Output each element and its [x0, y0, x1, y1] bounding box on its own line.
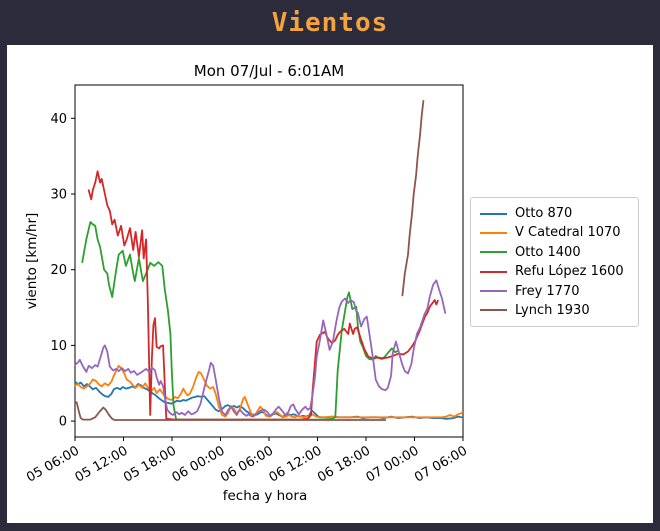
x-tick-label: 05 06:00	[24, 443, 82, 485]
legend-label: Otto 1400	[515, 244, 581, 260]
legend-item: V Catedral 1070	[480, 225, 628, 240]
y-tick-label: 20	[50, 263, 67, 278]
series-line-refu-l-pez-1600	[87, 170, 439, 421]
legend-line-swatch	[480, 309, 507, 312]
legend-line-swatch	[480, 251, 507, 254]
x-axis-label: fecha y hora	[222, 488, 308, 504]
x-tick-label: 05 12:00	[73, 443, 131, 485]
legend: Otto 870 V Catedral 1070 Otto 1400 Refu Lóp…	[470, 197, 639, 327]
x-tick-label: 06 06:00	[218, 443, 276, 485]
chart-panel: 0 10 20 30 40 05 06:00 05 12:00 05 18:00 06 00:0…	[7, 45, 653, 523]
x-tick-label: 05 18:00	[121, 443, 179, 485]
legend-item: Refu López 1600	[480, 264, 628, 279]
app-title: Vientos	[271, 7, 389, 38]
y-tick-label: 0	[59, 415, 67, 430]
x-tick-label: 06 00:00	[170, 443, 228, 485]
legend-label: Lynch 1930	[515, 302, 590, 318]
x-tick-label: 06 12:00	[267, 443, 325, 485]
y-tick-label: 40	[50, 112, 67, 127]
legend-item: Frey 1770	[480, 284, 628, 299]
app-header: Vientos	[0, 0, 660, 45]
plot-title: Mon 07/Jul - 6:01AM	[193, 62, 345, 80]
legend-line-swatch	[480, 231, 507, 234]
legend-line-swatch	[480, 270, 507, 273]
legend-label: Frey 1770	[515, 283, 580, 299]
legend-label: V Catedral 1070	[515, 225, 621, 241]
legend-line-swatch	[480, 290, 507, 293]
legend-label: Otto 870	[515, 206, 573, 221]
y-tick-label: 10	[50, 339, 67, 354]
legend-item: Otto 1400	[480, 245, 628, 260]
series-line-otto-1400	[81, 221, 400, 421]
legend-item: Otto 870	[480, 206, 628, 221]
y-axis-label: viento [km/hr]	[24, 212, 40, 310]
y-tick-label: 30	[50, 188, 67, 203]
x-tick-label: 07 06:00	[412, 443, 470, 485]
legend-item: Lynch 1930	[480, 303, 628, 318]
legend-line-swatch	[480, 212, 507, 215]
series-line-v-catedral-1070	[74, 364, 464, 419]
x-tick-label: 07 00:00	[364, 443, 422, 485]
x-tick-label: 06 18:00	[315, 443, 373, 485]
legend-label: Refu López 1600	[515, 264, 624, 280]
series-line-lynch-1930	[75, 100, 425, 421]
series-line-frey-1770	[74, 279, 447, 418]
